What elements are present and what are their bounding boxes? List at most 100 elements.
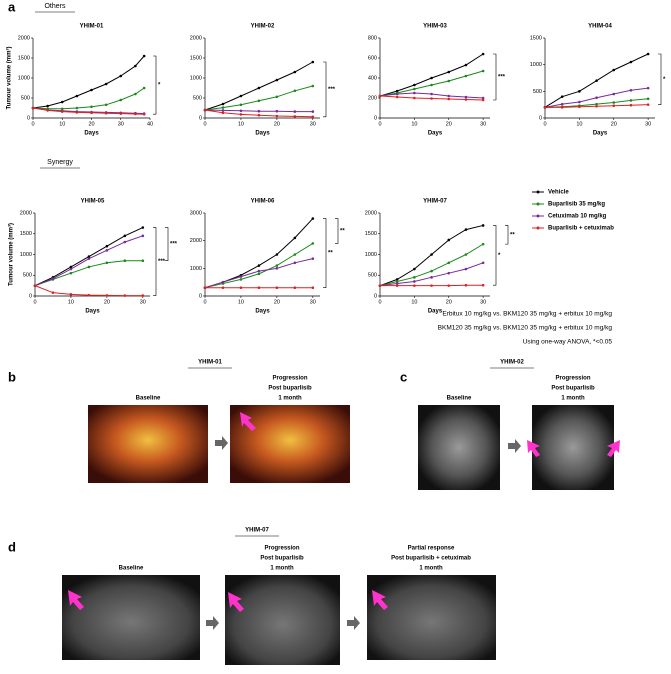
data-point bbox=[379, 284, 382, 287]
data-point bbox=[612, 93, 615, 96]
y-tick-label: 1500 bbox=[190, 55, 202, 61]
x-tick-label: 0 bbox=[378, 121, 381, 127]
data-point bbox=[561, 95, 564, 98]
data-point bbox=[240, 286, 243, 289]
data-point bbox=[647, 87, 650, 90]
x-tick-label: 30 bbox=[480, 121, 486, 127]
x-axis-label: Days bbox=[428, 131, 443, 137]
data-point bbox=[258, 264, 261, 267]
series-line bbox=[380, 244, 483, 286]
data-point bbox=[119, 99, 122, 102]
x-tick-label: 0 bbox=[31, 121, 34, 127]
data-point bbox=[430, 253, 433, 256]
chart-title: YHIM-04 bbox=[588, 24, 612, 30]
data-point bbox=[630, 99, 633, 102]
data-point bbox=[482, 53, 485, 56]
data-point bbox=[647, 98, 650, 101]
data-point bbox=[482, 243, 485, 246]
image-caption: Baseline bbox=[136, 396, 161, 402]
data-point bbox=[276, 110, 279, 113]
data-point bbox=[276, 264, 279, 267]
x-tick-label: 0 bbox=[378, 299, 381, 305]
ct-image bbox=[418, 405, 500, 490]
data-point bbox=[430, 284, 433, 287]
image-caption: 1 month bbox=[419, 566, 443, 572]
y-tick-label: 500 bbox=[23, 273, 32, 279]
legend-label: Cetuximab 10 mg/kg bbox=[548, 214, 607, 220]
arrow bbox=[206, 616, 219, 630]
data-point bbox=[258, 110, 261, 113]
y-tick-label: 2000 bbox=[18, 35, 30, 41]
panel-label: d bbox=[8, 539, 16, 554]
data-point bbox=[595, 105, 598, 108]
data-point bbox=[413, 268, 416, 271]
x-tick-label: 30 bbox=[645, 121, 651, 127]
data-point bbox=[106, 245, 109, 248]
y-tick-label: 500 bbox=[193, 95, 202, 101]
data-point bbox=[447, 272, 450, 275]
significance-label: *** bbox=[498, 75, 506, 81]
data-point bbox=[240, 110, 243, 113]
series-line bbox=[35, 261, 143, 286]
data-point bbox=[430, 276, 433, 279]
data-point bbox=[413, 280, 416, 283]
y-tick-label: 0 bbox=[374, 115, 377, 121]
mri-image bbox=[225, 575, 340, 665]
group-label: Synergy bbox=[47, 159, 73, 166]
data-point bbox=[143, 87, 146, 90]
data-point bbox=[561, 106, 564, 109]
y-tick-label: 1500 bbox=[365, 231, 377, 237]
data-point bbox=[46, 109, 49, 112]
data-point bbox=[276, 115, 279, 118]
x-axis-label: Days bbox=[593, 131, 608, 137]
image-caption: Post buparlisib bbox=[551, 386, 595, 392]
x-tick-label: 10 bbox=[59, 121, 65, 127]
image-caption: Post buparlisib bbox=[260, 556, 304, 562]
series-line bbox=[205, 86, 313, 110]
data-point bbox=[465, 98, 468, 101]
data-point bbox=[430, 270, 433, 273]
data-point bbox=[258, 87, 261, 90]
x-axis-label: Days bbox=[255, 131, 270, 137]
data-point bbox=[276, 267, 279, 270]
data-point bbox=[134, 113, 137, 116]
data-point bbox=[70, 293, 73, 296]
data-point bbox=[76, 111, 79, 114]
data-point bbox=[612, 69, 615, 72]
legend-label: Vehicle bbox=[548, 190, 569, 196]
data-point bbox=[294, 262, 297, 265]
data-point bbox=[578, 101, 581, 104]
data-point bbox=[142, 226, 145, 229]
data-point bbox=[447, 262, 450, 265]
panel-label: b bbox=[8, 369, 16, 384]
data-point bbox=[276, 253, 279, 256]
data-point bbox=[396, 284, 399, 287]
significance-label: *** bbox=[328, 87, 336, 93]
data-point bbox=[46, 105, 49, 108]
y-tick-label: 0 bbox=[199, 115, 202, 121]
x-axis-label: Days bbox=[428, 309, 443, 315]
legend-label: Buparlisib 35 mg/kg bbox=[548, 202, 605, 208]
chart-title: YHIM-01 bbox=[80, 24, 104, 30]
data-point bbox=[222, 109, 225, 112]
data-point bbox=[258, 270, 261, 273]
data-point bbox=[294, 237, 297, 240]
data-point bbox=[90, 112, 93, 115]
data-point bbox=[143, 113, 146, 116]
data-point bbox=[413, 97, 416, 100]
data-point bbox=[258, 100, 261, 103]
image-caption: Progression bbox=[272, 376, 307, 382]
data-point bbox=[106, 249, 109, 252]
legend-marker bbox=[537, 203, 540, 206]
significance-bracket bbox=[323, 219, 326, 288]
data-point bbox=[134, 65, 137, 68]
significance-label: * bbox=[663, 77, 666, 83]
data-point bbox=[612, 101, 615, 104]
x-axis-label: Days bbox=[255, 309, 270, 315]
data-point bbox=[258, 286, 261, 289]
data-point bbox=[465, 228, 468, 231]
y-tick-label: 800 bbox=[368, 35, 377, 41]
data-point bbox=[447, 80, 450, 83]
y-tick-label: 2000 bbox=[365, 210, 377, 216]
series-line bbox=[380, 71, 483, 96]
